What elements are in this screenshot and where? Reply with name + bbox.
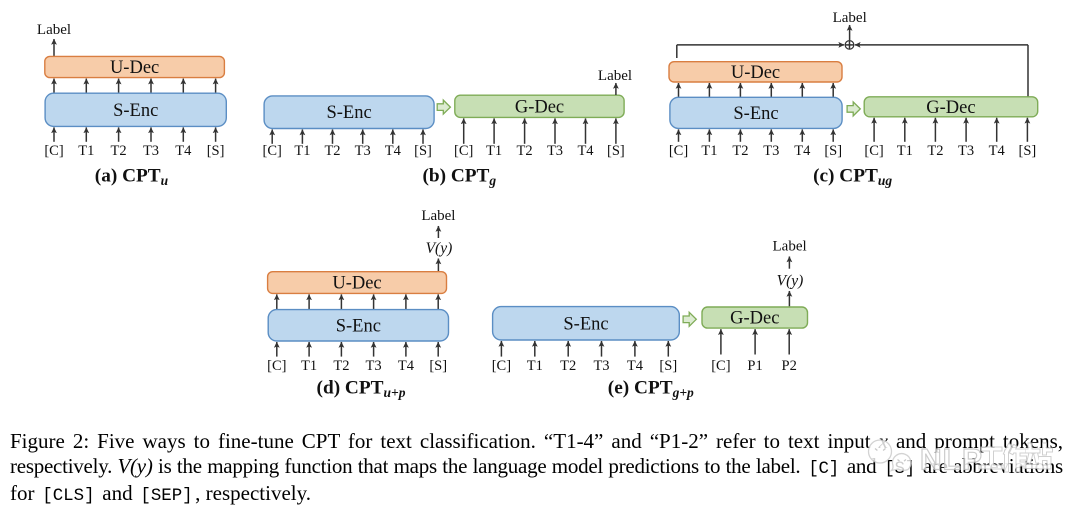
svg-text:T2: T2 xyxy=(333,358,349,374)
svg-text:[S]: [S] xyxy=(207,143,225,159)
svg-text:[C]: [C] xyxy=(454,143,473,159)
svg-text:T1: T1 xyxy=(527,358,543,374)
svg-text:T2: T2 xyxy=(560,358,576,374)
svg-text:Label: Label xyxy=(773,239,807,255)
svg-text:P1: P1 xyxy=(747,358,762,374)
svg-text:[S]: [S] xyxy=(414,143,432,159)
svg-text:T1: T1 xyxy=(701,143,717,159)
svg-text:S-Enc: S-Enc xyxy=(113,101,158,121)
svg-text:[S]: [S] xyxy=(429,358,447,374)
svg-text:T1: T1 xyxy=(486,143,502,159)
svg-text:S-Enc: S-Enc xyxy=(336,316,381,336)
svg-text:[S]: [S] xyxy=(607,143,625,159)
svg-text:Label: Label xyxy=(421,208,455,224)
svg-text:(b) CPTg: (b) CPTg xyxy=(422,165,496,188)
svg-text:Label: Label xyxy=(37,22,71,38)
svg-text:T3: T3 xyxy=(958,143,974,159)
svg-text:T3: T3 xyxy=(547,143,563,159)
svg-text:[C]: [C] xyxy=(864,143,883,159)
svg-text:V(y): V(y) xyxy=(426,240,453,257)
svg-text:T2: T2 xyxy=(732,143,748,159)
svg-text:T1: T1 xyxy=(294,143,310,159)
svg-text:T2: T2 xyxy=(111,143,127,159)
svg-text:V(y): V(y) xyxy=(777,273,804,290)
svg-text:T4: T4 xyxy=(989,143,1006,159)
svg-text:T1: T1 xyxy=(301,358,317,374)
svg-text:T2: T2 xyxy=(324,143,340,159)
svg-text:S-Enc: S-Enc xyxy=(563,314,608,334)
svg-text:T2: T2 xyxy=(517,143,533,159)
svg-text:T3: T3 xyxy=(366,358,382,374)
svg-text:G-Dec: G-Dec xyxy=(926,98,975,118)
svg-text:P2: P2 xyxy=(782,358,797,374)
svg-text:G-Dec: G-Dec xyxy=(515,97,564,117)
svg-text:T1: T1 xyxy=(897,143,913,159)
svg-text:U-Dec: U-Dec xyxy=(731,63,780,83)
svg-text:NLP: NLP xyxy=(920,444,983,477)
svg-text:T4: T4 xyxy=(577,143,594,159)
svg-text:[S]: [S] xyxy=(824,143,842,159)
svg-text:T4: T4 xyxy=(627,358,644,374)
svg-text:T1: T1 xyxy=(78,143,94,159)
svg-text:(d) CPTu+p: (d) CPTu+p xyxy=(317,378,406,401)
svg-text:[C]: [C] xyxy=(711,358,730,374)
svg-text:(c) CPTug: (c) CPTug xyxy=(813,165,892,188)
svg-text:G-Dec: G-Dec xyxy=(730,309,779,329)
svg-text:T3: T3 xyxy=(763,143,779,159)
svg-text:S-Enc: S-Enc xyxy=(326,103,371,123)
svg-text:[C]: [C] xyxy=(492,358,511,374)
svg-text:T3: T3 xyxy=(355,143,371,159)
svg-text:[C]: [C] xyxy=(44,143,63,159)
svg-text:T3: T3 xyxy=(143,143,159,159)
svg-text:(a) CPTu: (a) CPTu xyxy=(95,165,169,188)
svg-text:[S]: [S] xyxy=(659,358,677,374)
svg-text:[C]: [C] xyxy=(263,143,282,159)
svg-text:S-Enc: S-Enc xyxy=(733,104,778,124)
svg-text:T3: T3 xyxy=(593,358,609,374)
svg-text:T4: T4 xyxy=(385,143,402,159)
svg-text:(e) CPTg+p: (e) CPTg+p xyxy=(608,378,694,401)
svg-text:[C]: [C] xyxy=(267,358,286,374)
svg-text:Label: Label xyxy=(833,10,867,26)
svg-text:[S]: [S] xyxy=(1019,143,1037,159)
svg-text:T4: T4 xyxy=(175,143,192,159)
svg-text:[C]: [C] xyxy=(669,143,688,159)
svg-text:T4: T4 xyxy=(398,358,415,374)
svg-text:Label: Label xyxy=(598,68,632,84)
svg-text:T2: T2 xyxy=(927,143,943,159)
svg-text:T4: T4 xyxy=(794,143,811,159)
svg-text:U-Dec: U-Dec xyxy=(332,274,381,294)
svg-text:U-Dec: U-Dec xyxy=(110,58,159,78)
